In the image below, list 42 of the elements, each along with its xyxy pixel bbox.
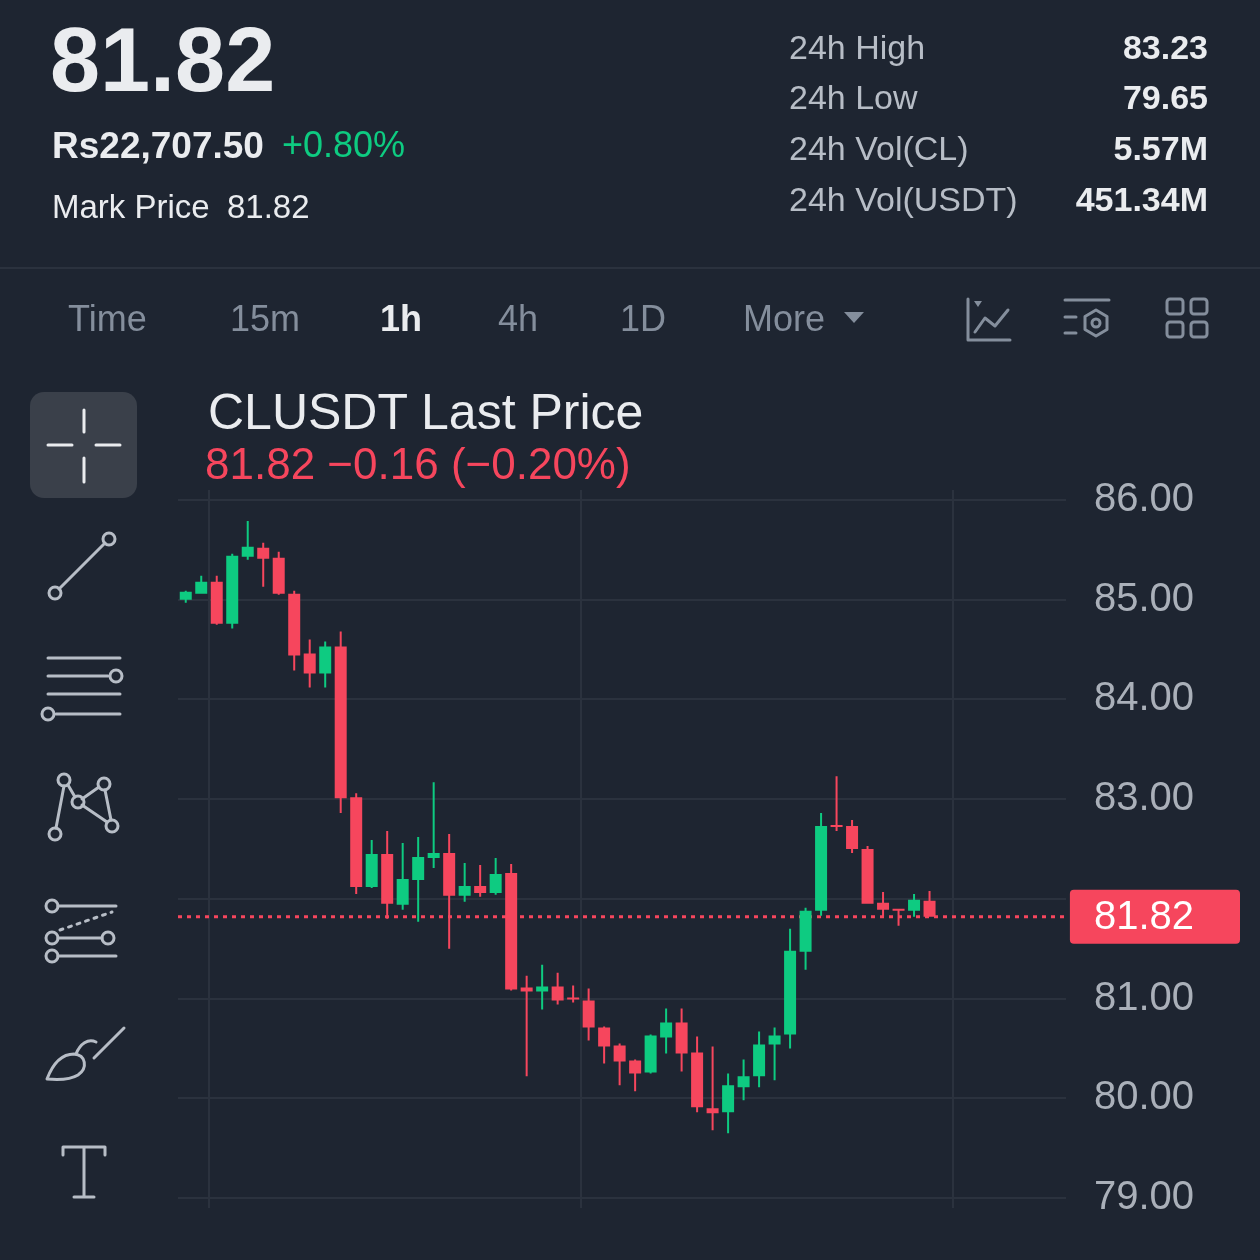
y-tick-label: 81.00 — [1093, 973, 1195, 1018]
candlestick — [241, 520, 254, 560]
y-tick-label: 85.00 — [1093, 574, 1195, 619]
candlestick — [412, 837, 425, 922]
text: +0.80% — [282, 124, 406, 165]
text: Rs22,707.50 — [52, 124, 264, 166]
ref-line-label: 81.82 — [1093, 892, 1195, 937]
candlestick — [567, 985, 580, 1003]
text: 24h Vol(CL) — [789, 129, 969, 167]
text: 1h — [380, 298, 423, 339]
text: 4h — [498, 298, 539, 339]
chart-title: CLUSDT Last Price — [208, 383, 644, 440]
text: 81.82 — [50, 10, 276, 110]
y-tick-label: 83.00 — [1093, 774, 1195, 819]
candlestick — [520, 975, 533, 1077]
y-tick-label: 84.00 — [1093, 674, 1195, 719]
text: 451.34M — [1075, 180, 1208, 218]
y-tick-label: 80.00 — [1093, 1073, 1195, 1118]
y-tick-label: 79.00 — [1093, 1173, 1195, 1218]
text: 5.57M — [1113, 129, 1208, 167]
text: 79.65 — [1122, 78, 1208, 116]
candlestick — [768, 1027, 781, 1081]
text: 1D — [620, 298, 667, 339]
text: 24h High — [789, 28, 926, 66]
text: 15m — [230, 298, 301, 339]
candlestick — [737, 1059, 750, 1101]
text: 24h Low — [789, 78, 918, 116]
text: More — [743, 298, 826, 339]
candlestick — [257, 542, 270, 587]
candlestick — [474, 864, 487, 897]
text: Mark Price — [52, 187, 210, 225]
text: Time — [68, 298, 147, 339]
chart-subtitle: 81.82 −0.16 (−0.20%) — [205, 439, 631, 489]
candlestick — [536, 964, 549, 1010]
candlestick — [458, 862, 471, 902]
text: 81.82 — [227, 187, 310, 225]
candlestick — [427, 782, 440, 868]
text: 24h Vol(USDT) — [789, 180, 1018, 218]
text: 83.23 — [1122, 28, 1208, 66]
y-tick-label: 86.00 — [1093, 475, 1195, 519]
candlestick — [830, 776, 843, 832]
candlestick — [706, 1046, 719, 1131]
